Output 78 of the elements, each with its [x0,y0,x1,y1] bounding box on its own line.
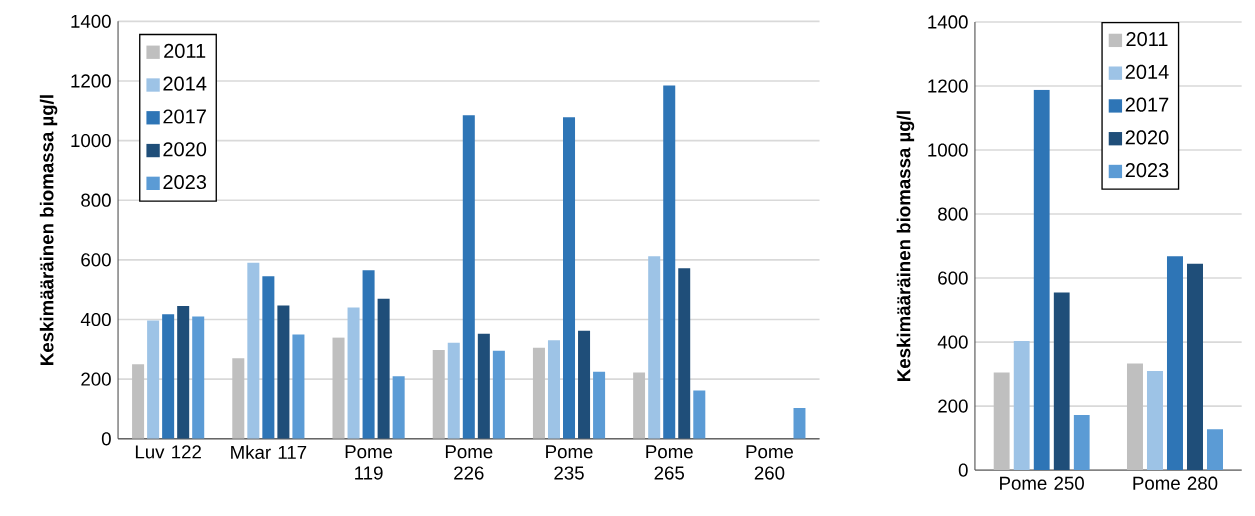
bar [1053,292,1070,471]
y-tick-label: 200 [81,372,111,386]
bar [447,342,460,439]
bar [678,268,691,439]
y-tick-label: 1000 [928,143,968,157]
bar [1186,263,1203,471]
x-tick-label: Pome 235 [546,445,593,480]
y-tick-label: 1400 [928,15,968,29]
bar [232,358,245,439]
bar [462,115,475,439]
bar [693,390,706,439]
bar [1166,256,1183,471]
legend-label: 2011 [164,43,206,58]
bar [277,305,290,439]
x-tick-label: Pome 280 [1133,476,1218,490]
x-tick-label: Pome 260 [746,445,793,480]
y-tick-label: 1400 [71,14,111,28]
bar [262,276,275,439]
bar [477,333,490,439]
y-tick-label: 1200 [71,74,111,88]
bar [532,347,545,439]
bar [563,117,576,439]
bar [177,306,190,439]
y-tick-label: 1000 [71,133,111,148]
bar [1207,429,1223,471]
y-tick-label: 600 [938,271,968,285]
x-tick-label: Pome 119 [345,445,393,480]
bar [392,376,405,439]
bar [593,371,606,439]
bar [362,270,375,439]
x-tick-label: Pome 226 [445,445,493,480]
legend-label: 2020 [1125,130,1169,145]
bar [633,372,646,439]
bar [793,408,806,439]
legend-label: 2020 [163,142,207,157]
x-tick-label: Luv 122 [135,445,201,459]
y-tick-label: 400 [80,312,111,327]
bar [1126,363,1143,471]
x-tick-label: Pome 265 [646,445,693,480]
bar [648,256,661,439]
y-tick-label: 800 [938,207,968,221]
legend-label: 2014 [163,76,207,91]
bar [162,314,175,439]
bar [192,316,205,439]
legend-label: 2011 [1126,31,1168,47]
y-tick-label: 1200 [928,79,968,93]
y-tick-label: 200 [938,399,968,413]
y-tick-label: 400 [937,335,968,349]
y-axis-title: Keskimääräinen biomassa µg/l [896,111,915,381]
legend-label: 2017 [163,109,206,124]
bar [1033,89,1050,471]
y-axis-title: Keskimääräinen biomassa µg/l [39,95,58,365]
bar [547,340,560,439]
bar [377,298,390,439]
bar [1013,341,1030,471]
x-tick-label: Pome 250 [1000,476,1084,490]
bar [578,330,591,439]
x-tick-label: Mkar 117 [231,445,307,459]
y-tick-label: 0 [958,463,968,477]
bar [432,349,445,439]
legend-label: 2014 [1125,64,1169,79]
bar [492,350,505,439]
legend-label: 2023 [1125,163,1169,178]
y-tick-label: 0 [101,432,111,446]
bar [132,364,145,439]
bar [347,307,360,439]
bar [1146,370,1163,471]
legend-label: 2017 [1125,97,1169,112]
legend-label: 2023 [163,174,207,190]
bar [147,320,160,439]
bar [292,334,305,439]
bar [332,337,345,439]
y-tick-label: 600 [81,253,111,267]
bar [1073,414,1090,471]
y-tick-label: 800 [81,193,111,207]
bar [993,372,1010,471]
bar [663,85,676,439]
bar [247,262,260,439]
